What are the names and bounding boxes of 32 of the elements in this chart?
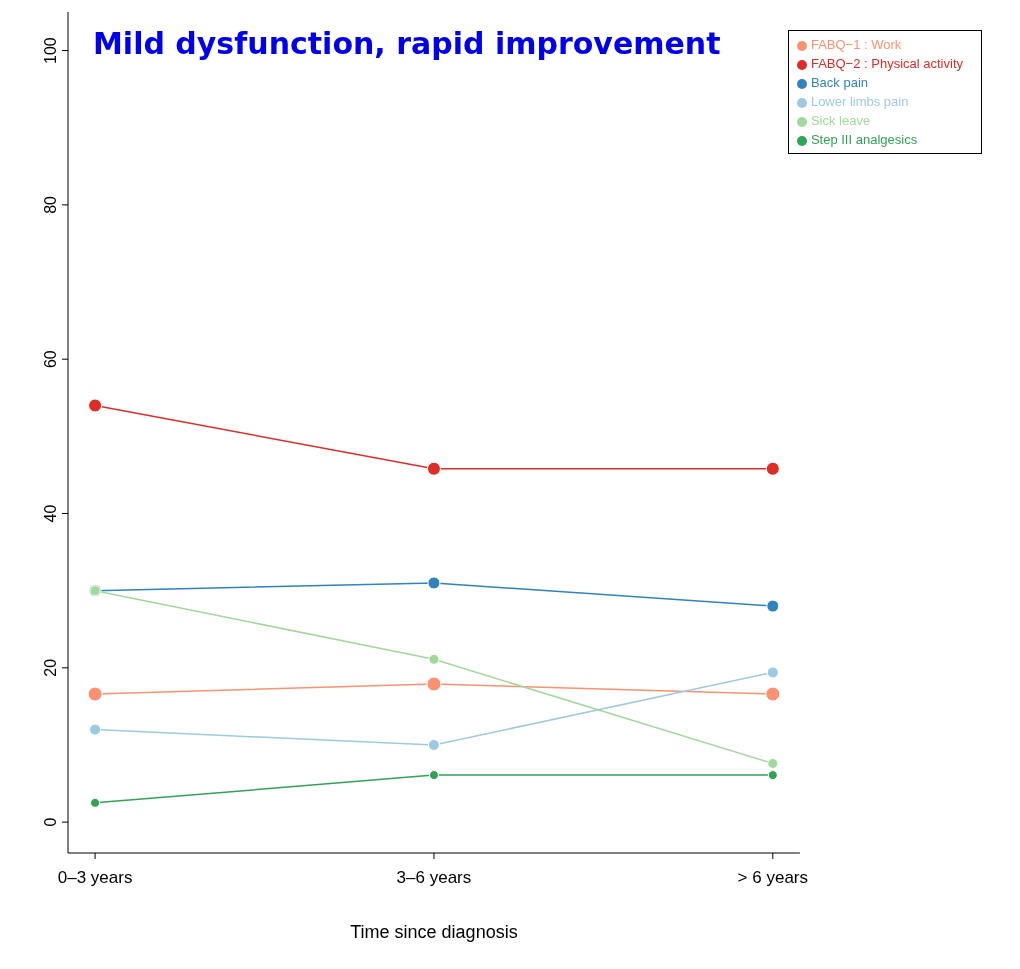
legend-label: Step III analgesics (810, 132, 918, 147)
point (766, 599, 780, 613)
point (428, 770, 439, 781)
x-tick-label: > 6 years (737, 868, 808, 888)
point (767, 770, 778, 781)
point (766, 666, 779, 679)
point (426, 676, 442, 692)
y-tick-label: 20 (42, 658, 59, 677)
point (767, 758, 779, 769)
y-tick-label: 40 (42, 504, 59, 523)
y-tick-label: 100 (42, 37, 59, 64)
point (89, 723, 102, 736)
point (90, 797, 101, 808)
y-tick-label: 80 (42, 195, 59, 214)
legend-label: Back pain (810, 75, 868, 90)
x-tick-label: 0–3 years (57, 868, 133, 888)
point (428, 653, 440, 665)
point (765, 461, 780, 476)
point (426, 461, 441, 476)
legend-label: FABQ−2 : Physical activity (810, 56, 963, 71)
point (427, 576, 441, 590)
y-tick-label: 60 (42, 350, 59, 369)
point (765, 686, 781, 702)
x-axis-title: Time since diagnosis (350, 922, 518, 942)
text: Mild dysfunction, rapid improvement (93, 26, 721, 61)
point (88, 398, 103, 413)
legend-label: Lower limbs pain (810, 94, 909, 109)
legend-label: FABQ−1 : Work (810, 37, 902, 52)
y-tick-label: 0 (42, 817, 59, 827)
x-tick-label: 3–6 years (396, 868, 472, 888)
legend-label: Sick leave (810, 113, 871, 128)
point (87, 686, 103, 702)
